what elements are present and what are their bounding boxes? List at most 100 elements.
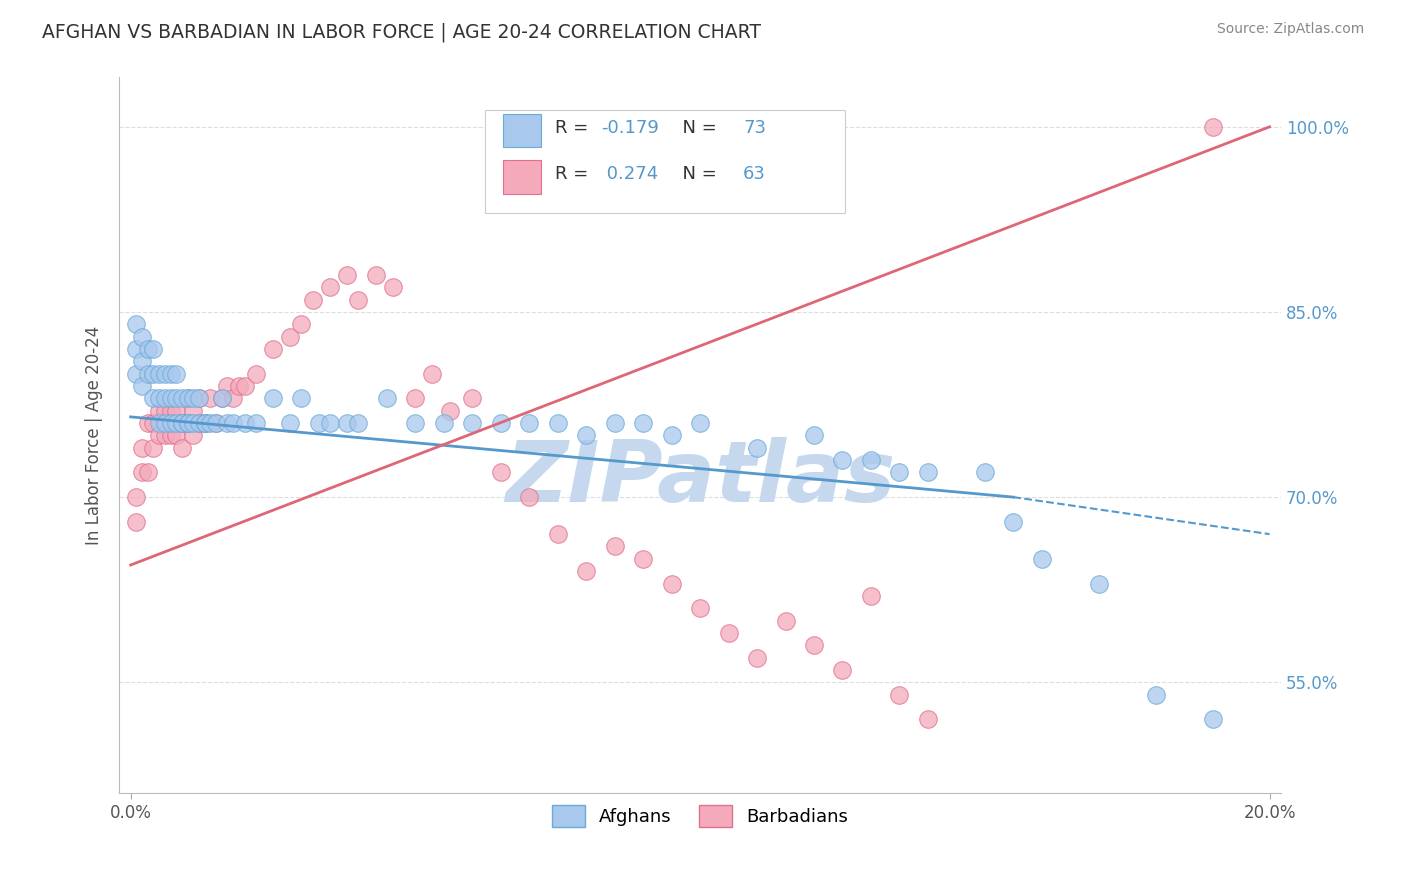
Point bbox=[859, 589, 882, 603]
Point bbox=[181, 403, 204, 417]
Point bbox=[142, 367, 165, 381]
Point bbox=[200, 416, 222, 430]
Point bbox=[1002, 515, 1025, 529]
Point bbox=[170, 441, 193, 455]
Text: ZIPatlas: ZIPatlas bbox=[505, 437, 896, 520]
Point bbox=[1201, 712, 1223, 726]
Point bbox=[153, 367, 176, 381]
Text: R =: R = bbox=[555, 165, 593, 183]
Point bbox=[717, 626, 740, 640]
Point bbox=[125, 318, 148, 332]
Bar bbox=[502, 114, 541, 147]
Point bbox=[131, 441, 153, 455]
Point bbox=[200, 392, 222, 406]
Text: -0.179: -0.179 bbox=[602, 119, 659, 136]
Point bbox=[422, 367, 444, 381]
Point bbox=[148, 403, 170, 417]
FancyBboxPatch shape bbox=[485, 110, 845, 213]
Point bbox=[689, 601, 711, 615]
Point bbox=[889, 688, 911, 702]
Point bbox=[278, 416, 301, 430]
Point bbox=[831, 453, 853, 467]
Point bbox=[181, 416, 204, 430]
Point bbox=[176, 416, 198, 430]
Point bbox=[136, 466, 159, 480]
Point bbox=[603, 540, 626, 554]
Point bbox=[153, 392, 176, 406]
Point bbox=[148, 392, 170, 406]
Point bbox=[165, 367, 187, 381]
Point bbox=[176, 416, 198, 430]
Point bbox=[381, 280, 404, 294]
Point bbox=[142, 342, 165, 356]
Point bbox=[125, 342, 148, 356]
Point bbox=[170, 416, 193, 430]
Point bbox=[308, 416, 330, 430]
Point bbox=[917, 712, 939, 726]
Point bbox=[803, 428, 825, 442]
Point bbox=[188, 416, 211, 430]
Point bbox=[142, 441, 165, 455]
Point bbox=[211, 392, 233, 406]
Point bbox=[211, 392, 233, 406]
Point bbox=[775, 614, 797, 628]
Point bbox=[142, 416, 165, 430]
Text: R =: R = bbox=[555, 119, 593, 136]
Point bbox=[603, 416, 626, 430]
Point bbox=[159, 392, 181, 406]
Point bbox=[547, 416, 569, 430]
Point bbox=[889, 466, 911, 480]
Point bbox=[290, 392, 312, 406]
Point bbox=[262, 392, 284, 406]
Text: Source: ZipAtlas.com: Source: ZipAtlas.com bbox=[1216, 22, 1364, 37]
Point bbox=[188, 416, 211, 430]
Point bbox=[547, 527, 569, 541]
Point bbox=[205, 416, 228, 430]
Point bbox=[745, 441, 768, 455]
Point bbox=[165, 428, 187, 442]
Point bbox=[439, 403, 461, 417]
Point bbox=[153, 403, 176, 417]
Point bbox=[661, 576, 683, 591]
Legend: Afghans, Barbadians: Afghans, Barbadians bbox=[546, 798, 855, 834]
Text: 0.274: 0.274 bbox=[602, 165, 658, 183]
Point bbox=[859, 453, 882, 467]
Point bbox=[148, 367, 170, 381]
Bar bbox=[502, 161, 541, 194]
Point bbox=[194, 416, 217, 430]
Point bbox=[153, 428, 176, 442]
Point bbox=[159, 403, 181, 417]
Point bbox=[517, 490, 540, 504]
Point bbox=[136, 416, 159, 430]
Point bbox=[689, 416, 711, 430]
Point bbox=[222, 416, 245, 430]
Point bbox=[125, 515, 148, 529]
Point bbox=[364, 268, 387, 282]
Point bbox=[159, 416, 181, 430]
Point bbox=[245, 367, 267, 381]
Point bbox=[170, 416, 193, 430]
Point bbox=[319, 280, 342, 294]
Point bbox=[159, 428, 181, 442]
Point bbox=[262, 342, 284, 356]
Point bbox=[217, 379, 239, 393]
Point bbox=[336, 416, 359, 430]
Point bbox=[461, 392, 484, 406]
Point bbox=[153, 416, 176, 430]
Point bbox=[1031, 551, 1053, 566]
Point bbox=[233, 416, 256, 430]
Point bbox=[302, 293, 325, 307]
Point bbox=[803, 638, 825, 652]
Point bbox=[188, 392, 211, 406]
Point bbox=[131, 379, 153, 393]
Point bbox=[125, 367, 148, 381]
Point bbox=[170, 392, 193, 406]
Point bbox=[131, 329, 153, 343]
Point bbox=[745, 650, 768, 665]
Point bbox=[222, 392, 245, 406]
Point bbox=[575, 564, 598, 578]
Point bbox=[176, 392, 198, 406]
Point bbox=[278, 329, 301, 343]
Point bbox=[831, 663, 853, 677]
Text: N =: N = bbox=[671, 165, 723, 183]
